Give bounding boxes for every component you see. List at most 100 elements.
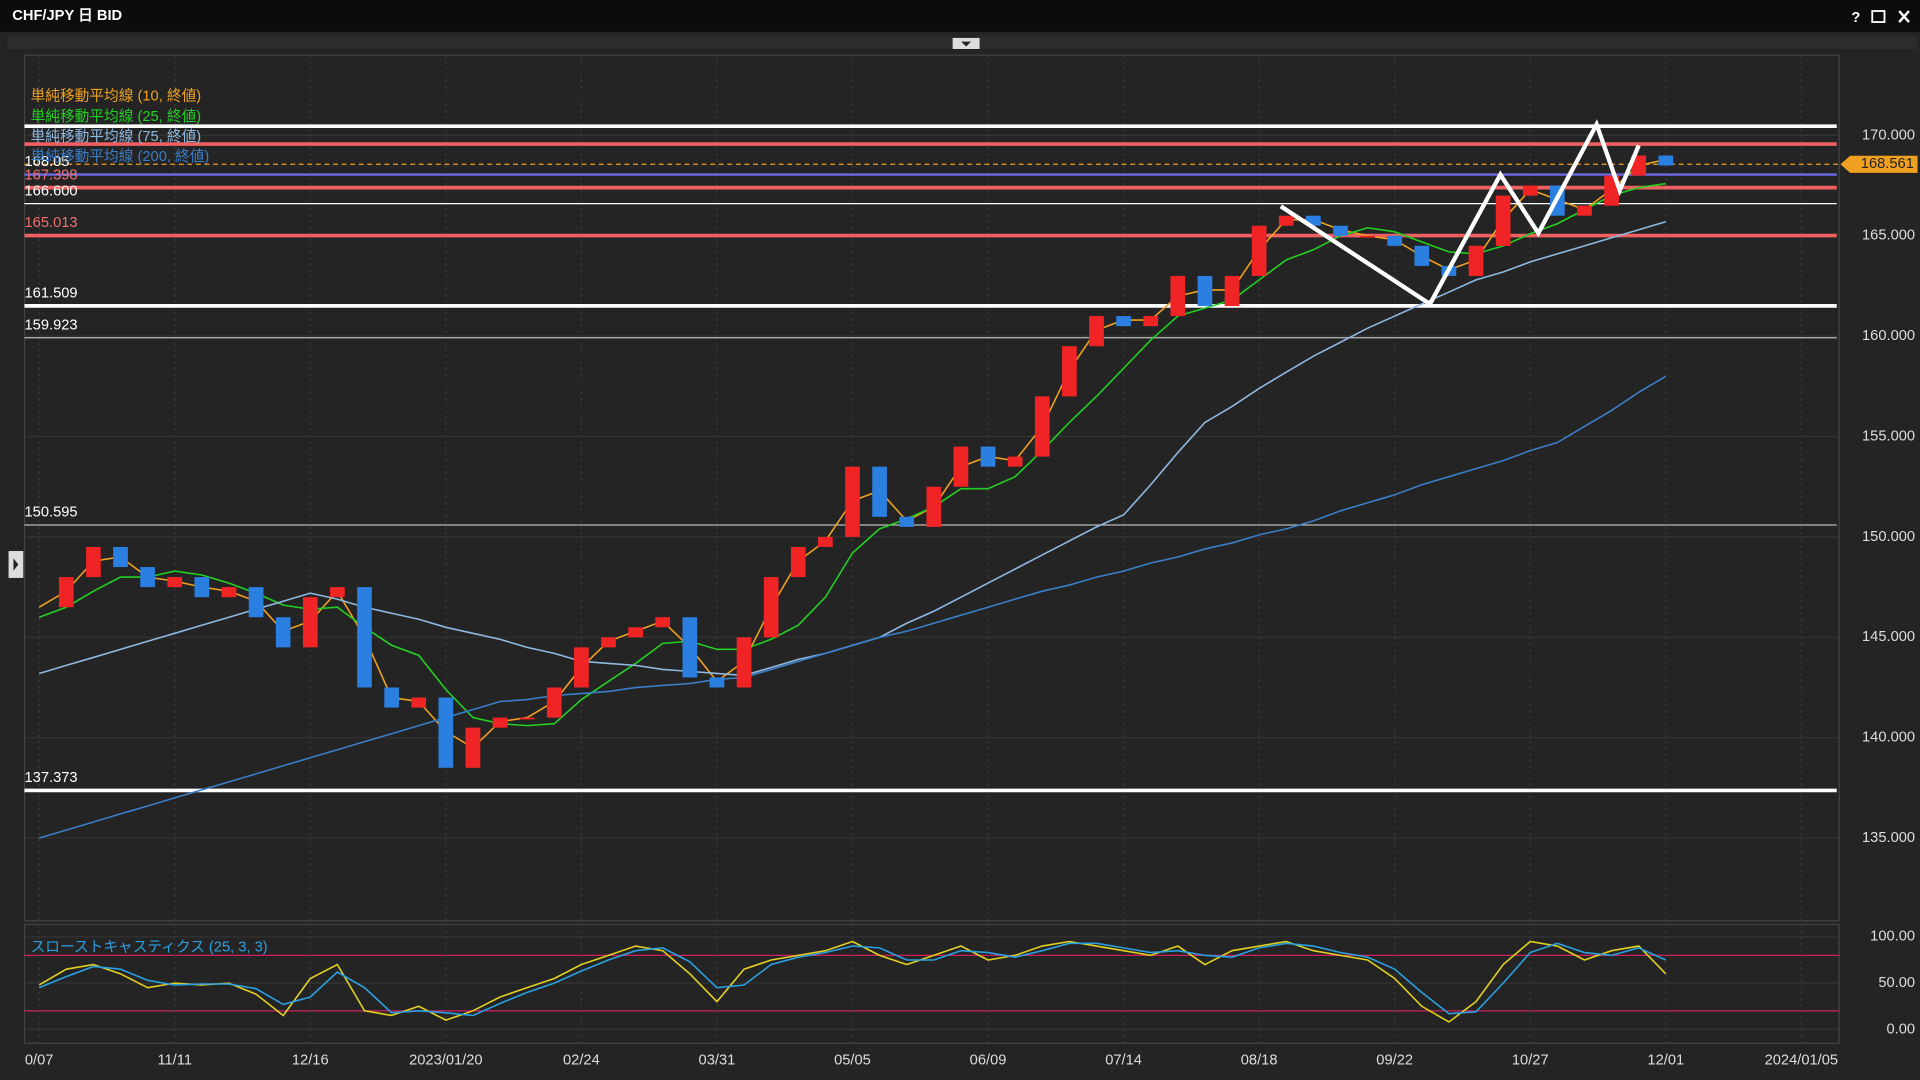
candle	[113, 546, 128, 568]
level-label: 165.013	[24, 215, 77, 231]
candle	[465, 727, 481, 768]
help-button[interactable]: ?	[1851, 10, 1860, 26]
level-label: 161.509	[24, 286, 77, 302]
x-tick-label: 07/14	[1105, 1052, 1142, 1068]
candle	[275, 617, 291, 648]
candle	[790, 546, 806, 578]
candle	[1577, 205, 1592, 216]
candle	[1658, 155, 1674, 166]
level-label: 159.923	[24, 317, 77, 333]
candle	[546, 687, 562, 718]
x-tick-label: 05/05	[834, 1052, 871, 1068]
level-label: 150.595	[24, 505, 77, 521]
candle	[1306, 215, 1321, 226]
x-tick-label: 0/07	[25, 1052, 54, 1068]
x-tick-label: 10/27	[1512, 1052, 1549, 1068]
candle	[709, 677, 725, 688]
candle	[1062, 346, 1077, 397]
candle	[1414, 245, 1430, 266]
x-tick-label: 06/09	[970, 1052, 1007, 1068]
candle	[1333, 225, 1348, 236]
legend-entry: 単純移動平均線 (200, 終値)	[31, 148, 210, 165]
candle	[167, 577, 183, 588]
candle	[899, 516, 915, 527]
candle	[574, 647, 589, 688]
candle	[845, 466, 860, 537]
candle	[1360, 235, 1375, 238]
candle	[302, 597, 318, 648]
legend-entry: 単純移動平均線 (25, 終値)	[31, 108, 202, 125]
candle	[519, 717, 535, 720]
y-tick-label: 150.000	[1862, 529, 1915, 545]
x-tick-label: 09/22	[1376, 1052, 1413, 1068]
y-tick-label: 100.00	[1870, 929, 1915, 945]
candle	[1631, 155, 1647, 176]
candle	[1034, 396, 1050, 457]
candle	[248, 587, 264, 618]
candle	[1522, 185, 1538, 196]
candle	[872, 466, 887, 517]
candle	[330, 587, 345, 598]
level-label: 168.05	[24, 154, 69, 170]
last-price-label: 168.561	[1861, 156, 1914, 172]
y-tick-label: 165.000	[1862, 228, 1915, 244]
candle	[601, 637, 616, 648]
y-tick-label: 155.000	[1862, 428, 1915, 444]
x-tick-label: 08/18	[1241, 1052, 1278, 1068]
maximize-button[interactable]	[1871, 10, 1886, 23]
candle	[1468, 245, 1484, 276]
candle	[628, 627, 643, 638]
y-tick-label: 140.000	[1862, 730, 1915, 746]
y-tick-label: 160.000	[1862, 328, 1915, 344]
candle	[438, 697, 454, 768]
stochastic-panel	[23, 923, 1840, 1044]
dropdown-icon	[961, 41, 972, 47]
y-tick-label: 50.00	[1878, 975, 1915, 991]
x-tick-label: 2024/01/05	[1765, 1052, 1839, 1068]
y-tick-label: 170.000	[1862, 127, 1915, 143]
x-tick-label: 2023/01/20	[409, 1052, 483, 1068]
candle	[1116, 316, 1131, 327]
candle	[1278, 215, 1294, 226]
indicator-title: スローストキャスティクス (25, 3, 3)	[31, 939, 268, 956]
level-label: 167.398	[24, 167, 77, 183]
stochastic-line	[38, 940, 1667, 1023]
candle	[682, 617, 698, 678]
x-tick-label: 03/31	[699, 1052, 736, 1068]
y-tick-label: 0.00	[1887, 1021, 1916, 1037]
candle	[1170, 275, 1186, 317]
candle	[1224, 275, 1240, 307]
candle	[1387, 235, 1403, 246]
candle	[86, 546, 101, 578]
candle	[818, 536, 833, 547]
zigzag-drawing	[1279, 119, 1641, 308]
legend-entry: 単純移動平均線 (75, 終値)	[31, 128, 202, 145]
candle	[384, 687, 399, 708]
moving-average	[38, 375, 1667, 839]
candle	[736, 637, 752, 688]
candle	[58, 577, 74, 608]
candle	[357, 587, 372, 688]
side-tab-icon	[13, 558, 19, 571]
candle	[926, 486, 942, 527]
stochastic-line	[38, 942, 1667, 1017]
candle	[411, 697, 427, 708]
close-button[interactable]	[1898, 10, 1910, 23]
level-label: 137.373	[24, 770, 77, 786]
x-tick-label: 12/16	[292, 1052, 329, 1068]
x-tick-label: 02/24	[563, 1052, 600, 1068]
candle	[980, 446, 996, 467]
candle	[1143, 316, 1159, 327]
candle	[655, 617, 671, 628]
candle	[221, 587, 237, 598]
candle	[1495, 195, 1511, 246]
title-bar	[0, 0, 1920, 32]
candle	[1197, 275, 1213, 307]
x-tick-label: 11/11	[157, 1052, 192, 1068]
y-tick-label: 135.000	[1862, 830, 1915, 846]
candle	[492, 717, 508, 728]
last-price-tag	[1840, 155, 1918, 173]
legend-entry: 単純移動平均線 (10, 終値)	[31, 88, 202, 105]
candle	[1007, 456, 1023, 467]
